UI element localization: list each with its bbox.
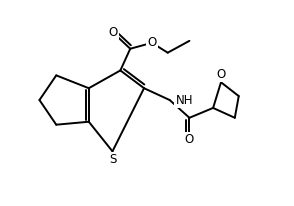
Text: O: O xyxy=(109,26,118,40)
Text: NH: NH xyxy=(176,94,193,107)
Text: O: O xyxy=(216,68,225,81)
Text: O: O xyxy=(185,133,194,146)
Text: O: O xyxy=(147,36,157,49)
Text: S: S xyxy=(109,153,116,166)
